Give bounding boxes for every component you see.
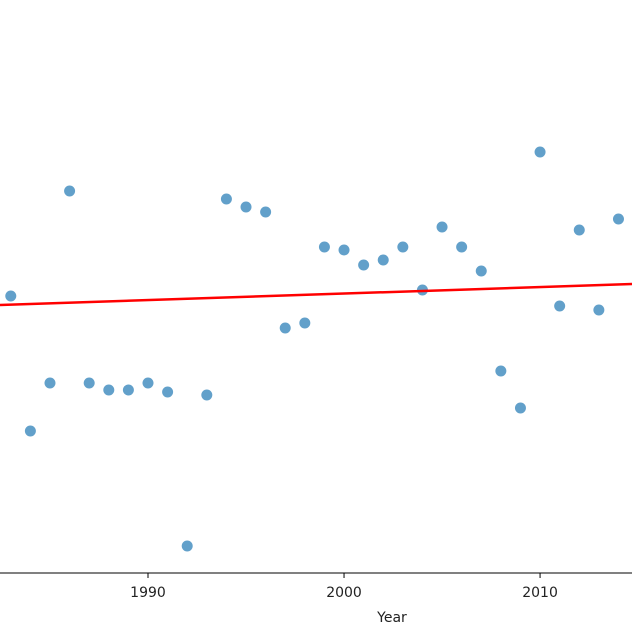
- point: [122, 384, 134, 396]
- point: [338, 244, 350, 256]
- point: [514, 402, 526, 414]
- point: [181, 540, 193, 552]
- point: [475, 265, 487, 277]
- trend-line: [0, 282, 632, 307]
- point: [103, 384, 115, 396]
- point: [534, 146, 546, 158]
- point: [201, 389, 213, 401]
- point: [142, 377, 154, 389]
- x-tick-label: 1990: [130, 585, 166, 601]
- point: [436, 221, 448, 233]
- x-axis-label: Year: [376, 610, 407, 626]
- point: [64, 185, 76, 197]
- point: [495, 365, 507, 377]
- point: [377, 254, 389, 266]
- point: [593, 304, 605, 316]
- point: [44, 377, 56, 389]
- point: [358, 259, 370, 271]
- x-tick-label: 2000: [326, 585, 362, 601]
- point: [83, 377, 95, 389]
- x-tick-label: 2010: [522, 585, 558, 601]
- point: [24, 425, 36, 437]
- point: [573, 224, 585, 236]
- point: [5, 290, 17, 302]
- point: [162, 386, 174, 398]
- point: [279, 322, 291, 334]
- point: [299, 317, 311, 329]
- point: [612, 213, 624, 225]
- point: [220, 193, 232, 205]
- point: [260, 206, 272, 218]
- point: [554, 300, 566, 312]
- point: [318, 241, 330, 253]
- point: [397, 241, 409, 253]
- plot-area: [0, 146, 632, 552]
- point: [456, 241, 468, 253]
- point: [240, 201, 252, 213]
